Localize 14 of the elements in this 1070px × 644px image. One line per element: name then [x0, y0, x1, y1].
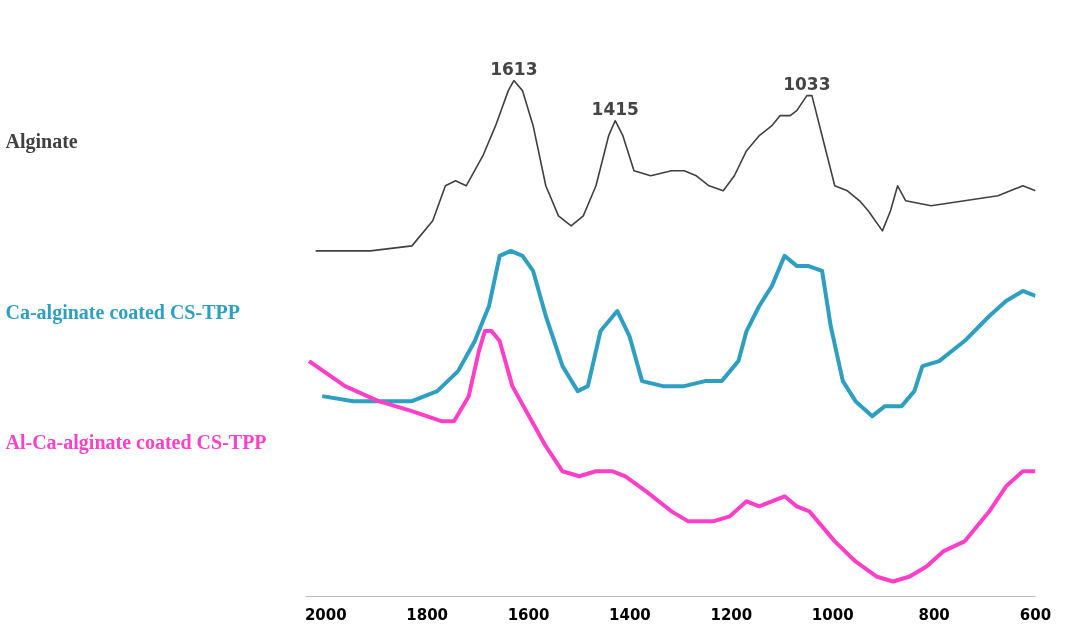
annotation: 1033 — [783, 73, 831, 94]
x-tick-label: 1800 — [406, 605, 449, 624]
x-tick-label: 800 — [918, 605, 950, 624]
x-tick-label: 1000 — [811, 605, 854, 624]
annotation: 1415 — [591, 98, 639, 119]
x-tick-label: 600 — [1019, 605, 1052, 624]
x-tick-label: 1600 — [507, 605, 550, 624]
x-tick-label: 2000 — [304, 605, 347, 624]
x-tick-label: 1200 — [710, 605, 753, 624]
text: Alginate — [5, 129, 78, 153]
annotation: 1613 — [490, 58, 538, 79]
x-tick-label: 1400 — [609, 605, 651, 624]
text: Ca-alginate coated CS-TPP — [5, 301, 240, 325]
text: Al-Ca-alginate coated CS-TPP — [5, 431, 267, 455]
